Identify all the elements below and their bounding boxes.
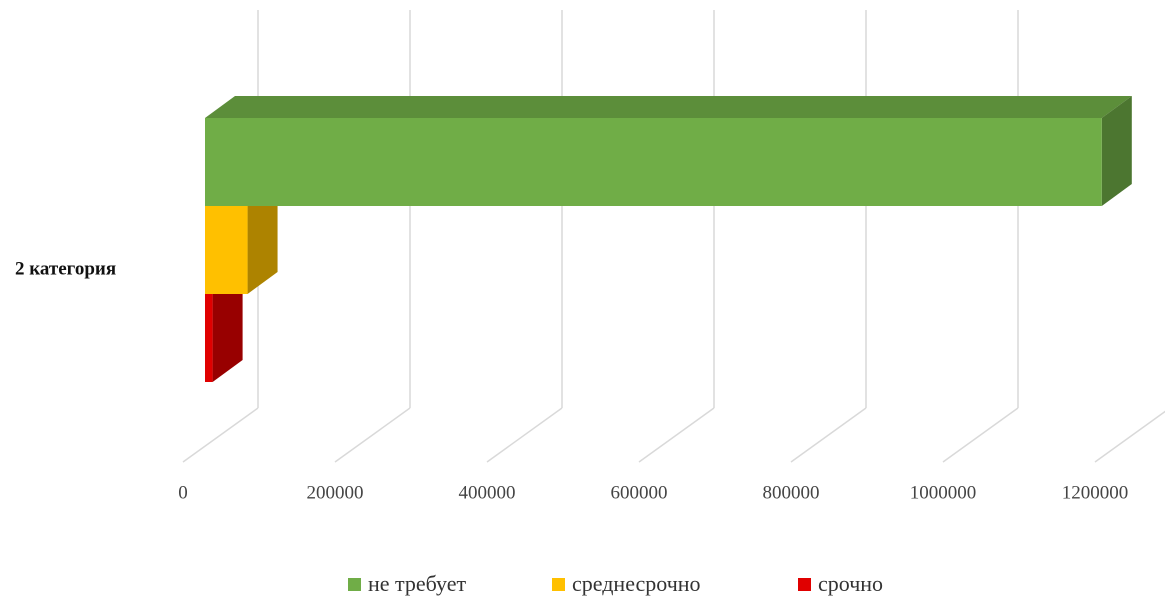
bar (205, 206, 248, 294)
legend-swatch (798, 578, 811, 591)
bar-side (1101, 96, 1132, 206)
bar (205, 294, 213, 382)
x-tick-label: 400000 (459, 482, 516, 503)
x-tick-label: 0 (178, 482, 188, 503)
bar-top (205, 96, 1132, 118)
category-label: 2 категория (15, 258, 116, 279)
x-tick-label: 800000 (763, 482, 820, 503)
floor-line (638, 407, 715, 463)
bar-side (212, 272, 243, 382)
legend-swatch (348, 578, 361, 591)
floor-line (942, 407, 1019, 463)
floor-line (790, 407, 867, 463)
bar (205, 118, 1102, 206)
legend-label: не требует (368, 571, 467, 596)
floor-line (1094, 410, 1165, 463)
floor-line (486, 407, 563, 463)
x-tick-label: 1000000 (910, 482, 977, 503)
legend-label: срочно (818, 571, 883, 596)
floor-line (182, 407, 259, 463)
legend-swatch (552, 578, 565, 591)
x-tick-label: 1200000 (1062, 482, 1129, 503)
floor-line (334, 407, 411, 463)
x-tick-label: 600000 (611, 482, 668, 503)
legend-label: среднесрочно (572, 571, 701, 596)
bar-side (247, 184, 278, 294)
x-tick-label: 200000 (307, 482, 364, 503)
